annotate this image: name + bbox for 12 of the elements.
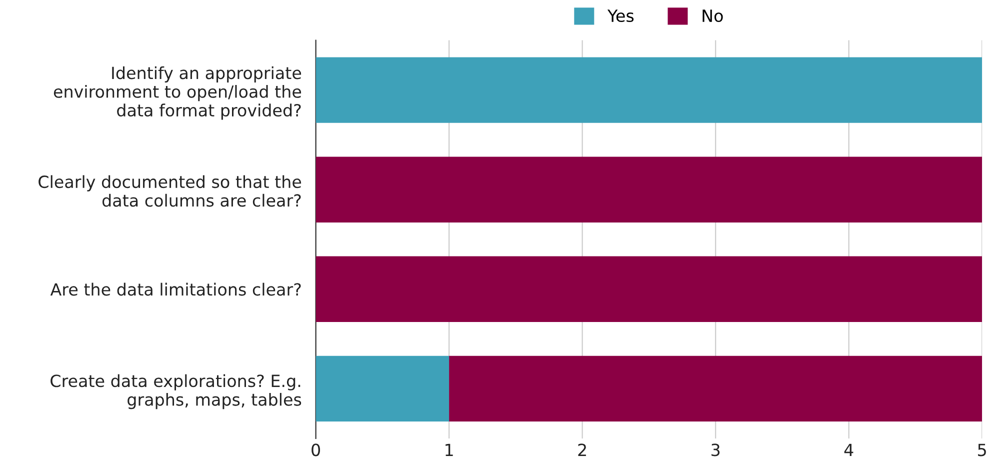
x-tick-label: 2 [578,444,586,456]
x-tick-label: 3 [712,444,720,456]
x-tick-label: 1 [446,444,453,456]
y-tick-label: Are the data limitations clear? [50,282,301,296]
legend-label: No [702,10,723,22]
x-tick-label: 4 [844,444,854,456]
x-tick-label: 0 [312,444,320,456]
legend-label: Yes [607,10,634,22]
y-tick-label: Create data explorations? E.g. graphs, maps, tables [50,374,302,410]
y-tick-label: Clearly documented so that the data columns are clear? [38,175,302,207]
x-tick-label: 5 [978,444,986,456]
y-tick-label: Identify an appropriate environment to open/load the data format provided? [54,66,302,120]
